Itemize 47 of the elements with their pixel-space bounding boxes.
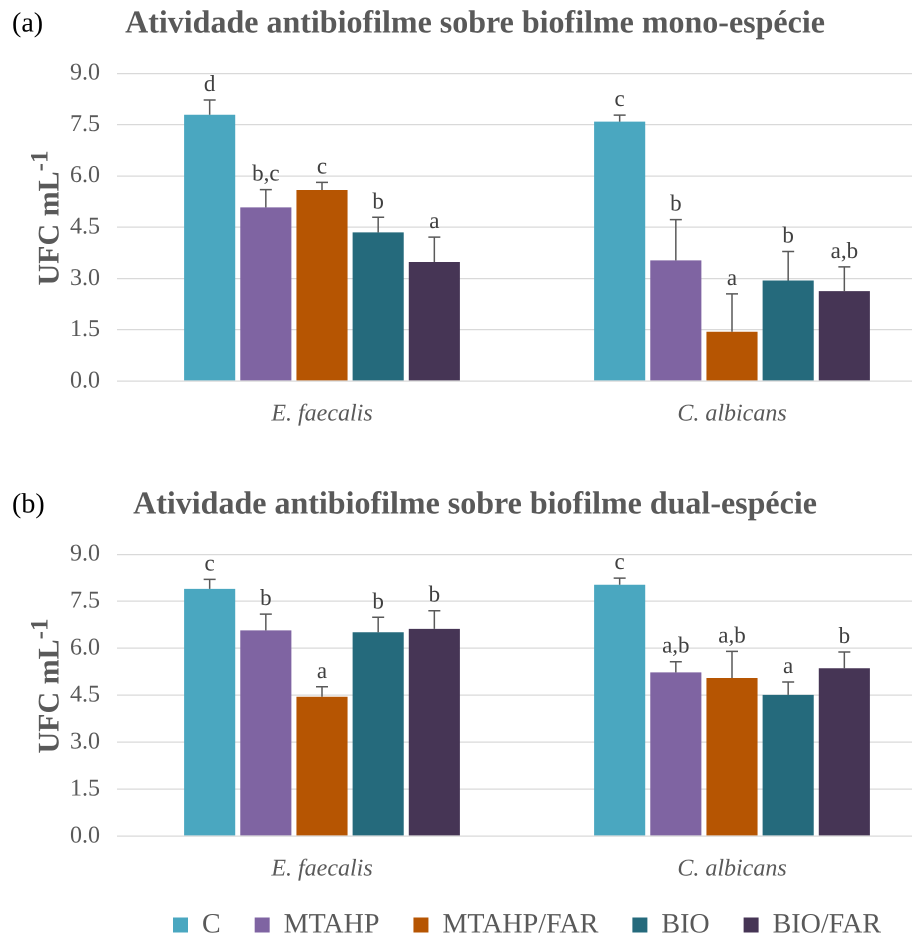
y-tick-label: 3.0 [70, 264, 100, 291]
y-tick-label: 4.5 [70, 681, 100, 708]
data-label: b [372, 188, 384, 214]
data-label: b [782, 222, 794, 248]
data-label: b [428, 582, 440, 607]
data-label: a [783, 653, 794, 678]
data-label: a,b [718, 622, 746, 648]
x-tick-label: E. faecalis [270, 400, 373, 427]
y-tick-label: 6.0 [70, 162, 100, 188]
chart-title: Atividade antibiofilme sobre biofilme mono-espécie [125, 3, 825, 40]
data-label: c [614, 86, 625, 112]
legend-label: BIO/FAR [772, 908, 882, 940]
y-tick-label: 0.0 [70, 367, 100, 394]
legend-label: BIO [661, 908, 710, 940]
y-tick-label: 1.5 [70, 316, 100, 342]
y-tick-label: 4.5 [70, 213, 100, 240]
y-tick-label: 7.5 [70, 588, 100, 614]
text: (a) [12, 7, 44, 38]
x-tick-label: E. faecalis [270, 856, 373, 882]
data-label: a,b [830, 238, 858, 263]
y-tick-label: 1.5 [70, 775, 100, 802]
text: (b) [12, 488, 45, 520]
data-label: b,c [252, 160, 280, 186]
data-label: b [670, 190, 682, 216]
data-label: d [204, 71, 216, 96]
data-label: c [614, 549, 625, 574]
x-tick-label: C. albicans [677, 400, 787, 427]
data-label: b [260, 585, 272, 610]
data-label: c [204, 550, 215, 576]
data-label: b [838, 623, 850, 648]
x-tick-label: C. albicans [677, 856, 787, 882]
legend-label: MTAHP [284, 908, 380, 940]
data-label: a [429, 208, 440, 234]
y-tick-label: 9.0 [70, 60, 100, 86]
y-tick-label: 0.0 [70, 822, 100, 848]
y-tick-label: 7.5 [70, 110, 100, 137]
y-tick-label: 6.0 [70, 634, 100, 661]
legend-label: C [202, 908, 221, 940]
legend-label: MTAHP/FAR [442, 908, 599, 940]
data-label: c [316, 153, 328, 178]
chart-title: Atividade antibiofilme sobre biofilme dual-espécie [133, 484, 817, 520]
data-label: a,b [662, 632, 690, 658]
y-tick-label: 9.0 [70, 540, 100, 567]
data-label: a [726, 264, 738, 290]
data-label: a [316, 658, 328, 683]
data-label: b [372, 588, 384, 614]
y-tick-label: 3.0 [70, 728, 100, 754]
